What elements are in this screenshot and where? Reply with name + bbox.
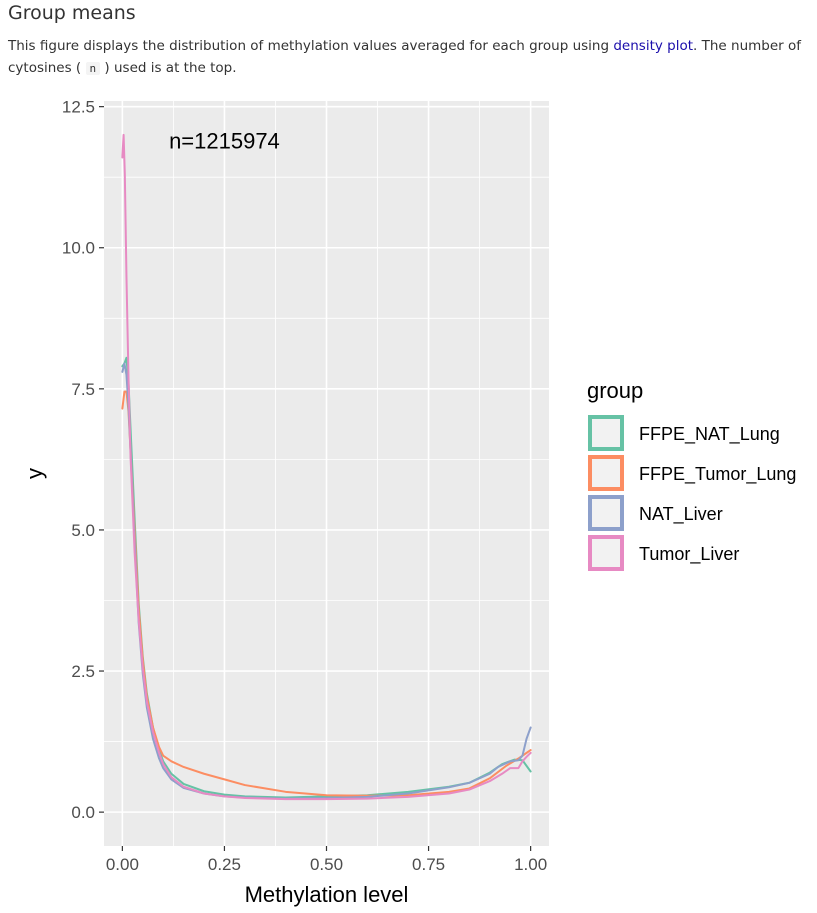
description-text-after: ) used is at the top. [100, 60, 237, 76]
x-tick-label: 0.50 [310, 855, 343, 874]
description-text-before: This figure displays the distribution of… [8, 38, 614, 54]
density-plot-link[interactable]: density plot [613, 38, 694, 54]
x-tick-label: 1.00 [514, 855, 547, 874]
legend-label-FFPE_NAT_Lung: FFPE_NAT_Lung [639, 424, 780, 445]
description-text-middle: . The number of cytosines ( [8, 38, 802, 76]
x-tick-label: 0.00 [106, 855, 139, 874]
x-axis-ticks: 0.00 0.25 0.50 0.75 1.00 [106, 846, 547, 874]
legend-label-Tumor_Liver: Tumor_Liver [639, 544, 739, 565]
cytosine-count-annotation: n=1215974 [169, 129, 280, 154]
density-lines [121, 133, 532, 801]
y-tick-label: 0.0 [71, 803, 95, 822]
cytosine-count-code: n [85, 62, 101, 75]
legend-title: group [587, 378, 643, 403]
legend-label-FFPE_Tumor_Lung: FFPE_Tumor_Lung [639, 464, 796, 485]
legend-key-FFPE_Tumor_Lung [588, 455, 624, 491]
legend-label-NAT_Liver: NAT_Liver [639, 504, 723, 525]
legend-key-Tumor_Liver [588, 535, 624, 571]
y-tick-label: 5.0 [71, 521, 95, 540]
legend-items: FFPE_NAT_Lung FFPE_Tumor_Lung NAT_Liver Tum… [588, 415, 796, 571]
x-tick-label: 0.25 [208, 855, 241, 874]
y-tick-label: 2.5 [71, 662, 95, 681]
figure-description: This figure displays the distribution of… [8, 35, 808, 80]
legend-key-NAT_Liver [588, 495, 624, 531]
series-line-Tumor_Liver [121, 133, 532, 801]
y-tick-label: 12.5 [62, 98, 95, 117]
y-tick-label: 10.0 [62, 239, 95, 258]
y-axis-title: y [22, 468, 47, 479]
legend: group FFPE_NAT_Lung FFPE_Tumor_Lung NAT_Li… [587, 378, 796, 571]
x-tick-label: 0.75 [412, 855, 445, 874]
y-tick-label: 7.5 [71, 380, 95, 399]
x-axis-title: Methylation level [245, 882, 409, 907]
major-gridlines [104, 101, 549, 846]
section-title: Group means [8, 2, 136, 24]
y-axis-ticks: 0.0 2.5 5.0 7.5 10.0 12.5 [62, 98, 104, 822]
legend-key-FFPE_NAT_Lung [588, 415, 624, 451]
